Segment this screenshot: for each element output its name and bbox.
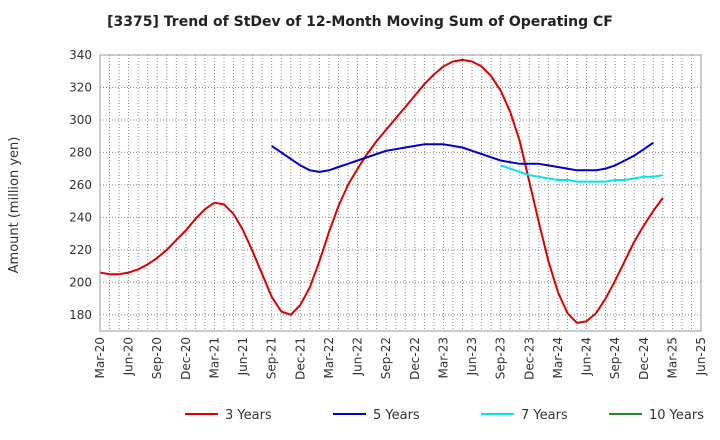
legend-label: 7 Years [521,408,568,423]
y-tick-label: 320 [69,80,92,94]
x-axis-ticks: Mar-20 Jun-20 Sep-20 Dec-20 Mar-21 Jun-21 Sep-… [93,337,708,380]
x-tick-label: Sep-24 [608,337,622,379]
x-tick-label: Dec-21 [293,337,307,380]
y-tick-label: 200 [69,275,92,289]
y-tick-label: 180 [69,308,92,322]
y-tick-label: 300 [69,113,92,127]
x-tick-label: Jun-23 [465,337,479,376]
x-tick-label: Mar-20 [93,337,107,378]
x-tick-label: Jun-25 [694,337,708,376]
x-tick-label: Mar-24 [551,337,565,378]
chart-title: [3375] Trend of StDev of 12-Month Moving… [107,14,613,30]
x-tick-label: Dec-24 [637,337,651,380]
x-tick-label: Jun-20 [122,337,136,376]
x-tick-label: Jun-22 [351,337,365,376]
x-tick-label: Sep-22 [379,337,393,379]
y-tick-label: 220 [69,243,92,257]
x-tick-label: Jun-24 [580,337,594,376]
legend-label: 3 Years [225,408,272,423]
x-tick-label: Mar-22 [322,337,336,378]
legend-label: 5 Years [373,408,420,423]
y-axis-title: Amount (million yen) [7,137,22,274]
plot-frame [99,54,702,332]
y-tick-label: 240 [69,210,92,224]
x-tick-label: Mar-25 [665,337,679,378]
y-tick-label: 340 [69,48,92,62]
x-tick-label: Sep-21 [265,337,279,379]
legend-label: 10 Years [649,408,704,423]
x-tick-label: Sep-23 [494,337,508,379]
x-tick-label: Dec-20 [179,337,193,380]
y-tick-label: 280 [69,145,92,159]
x-tick-label: Dec-23 [522,337,536,380]
series-line-3-years [99,58,664,324]
series-line-7-years [500,164,663,183]
x-tick-label: Sep-20 [150,337,164,379]
x-tick-label: Jun-21 [236,337,250,376]
x-tick-label: Mar-23 [436,337,450,378]
x-tick-label: Mar-21 [207,337,221,378]
series-line-5-years [271,141,654,173]
legend: 3 Years 5 Years 7 Years 10 Years [185,408,704,423]
y-tick-label: 260 [69,178,92,192]
y-axis-ticks: 180 200 220 240 260 280 300 320 340 [69,48,92,322]
x-tick-label: Dec-22 [408,337,422,380]
series-lines [99,58,664,324]
